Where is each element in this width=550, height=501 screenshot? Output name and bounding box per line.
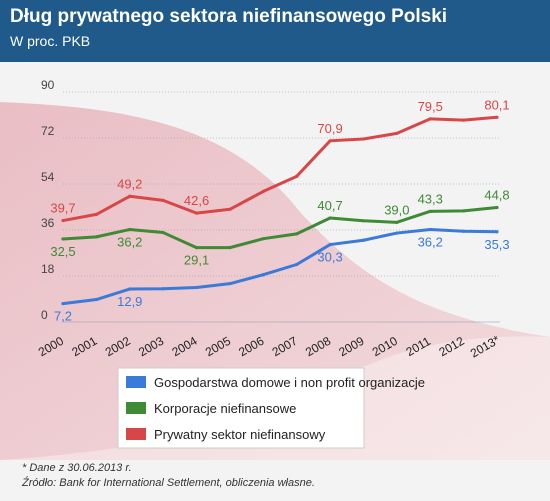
data-point xyxy=(395,220,399,224)
chart-title: Dług prywatnego sektora niefinansowego P… xyxy=(10,6,448,27)
data-point xyxy=(94,212,98,217)
data-point xyxy=(428,227,432,232)
legend-swatch xyxy=(126,428,146,440)
data-label: 29,1 xyxy=(184,253,209,268)
data-label: 36,2 xyxy=(418,234,443,249)
data-point xyxy=(228,282,232,286)
data-label: 44,8 xyxy=(484,188,509,203)
data-label: 70,9 xyxy=(317,121,342,136)
chart-subtitle: W proc. PKB xyxy=(10,33,91,49)
source-note: Źródło: Bank for International Settlemen… xyxy=(22,477,315,489)
data-point xyxy=(261,273,265,277)
data-point xyxy=(462,118,466,122)
data-point xyxy=(61,218,65,223)
data-point xyxy=(495,205,499,210)
data-point xyxy=(194,285,199,290)
data-point xyxy=(128,227,132,232)
series-line xyxy=(62,227,498,306)
data-point xyxy=(295,232,299,236)
series-group: 32,5 36,2 29,1 40,7 39,0 43,3 44,8 xyxy=(50,188,509,268)
data-point xyxy=(261,237,265,241)
data-point xyxy=(194,246,199,250)
data-point xyxy=(361,137,366,141)
y-tick-label: 36 xyxy=(41,216,55,230)
data-point xyxy=(328,242,332,247)
data-label: 7,2 xyxy=(54,309,72,324)
y-tick-label: 18 xyxy=(41,262,55,276)
y-tick-label: 90 xyxy=(41,78,55,92)
legend-box xyxy=(117,367,365,449)
data-point xyxy=(495,230,499,234)
legend-label: Prywatny sektor niefinansowy xyxy=(154,427,326,442)
data-point xyxy=(428,209,432,213)
background-highlight xyxy=(0,336,550,460)
data-label: 35,3 xyxy=(484,237,509,252)
y-tick-label: 0 xyxy=(41,308,48,322)
legend-label: Gospodarstwa domowe i non profit organiz… xyxy=(154,375,425,390)
data-label: 39,0 xyxy=(384,202,409,217)
legend-swatch xyxy=(126,376,146,388)
y-tick-label: 54 xyxy=(41,170,55,184)
series-line xyxy=(62,115,498,223)
header-bar: Dług prywatnego sektora niefinansowego P… xyxy=(0,0,550,62)
legend-swatch xyxy=(126,402,146,414)
data-point xyxy=(61,237,65,241)
data-point xyxy=(462,229,466,233)
data-point xyxy=(495,115,499,119)
data-label: 80,1 xyxy=(484,97,509,112)
series-group: 39,7 49,2 42,6 70,9 79,5 80,1 xyxy=(50,97,510,223)
data-point xyxy=(328,216,332,220)
data-point xyxy=(161,230,165,235)
data-label: 79,5 xyxy=(418,99,443,114)
data-label: 36,2 xyxy=(117,234,142,249)
data-point xyxy=(94,235,98,239)
data-point xyxy=(428,117,432,121)
data-point xyxy=(128,194,132,198)
data-label: 42,6 xyxy=(184,193,209,208)
line-chart: 0 18 36 54 72 90 7,2 12,9 30,3 36,2 35,3 32,5 36,2 2… xyxy=(0,78,550,460)
data-point xyxy=(194,211,199,215)
data-point xyxy=(395,131,399,135)
y-tick-label: 72 xyxy=(41,124,55,138)
data-label: 32,5 xyxy=(50,244,75,259)
data-point xyxy=(161,287,165,291)
data-point xyxy=(395,231,399,235)
data-label: 30,3 xyxy=(317,250,342,265)
data-point xyxy=(161,198,165,202)
footnote: * Dane z 30.06.2013 r. xyxy=(22,462,132,474)
data-point xyxy=(228,207,232,211)
data-point xyxy=(261,189,265,194)
data-label: 40,7 xyxy=(317,198,342,213)
data-point xyxy=(295,174,299,178)
data-point xyxy=(94,297,98,302)
data-point xyxy=(61,302,65,306)
legend-label: Korporacje niefinansowe xyxy=(154,401,296,416)
series-line xyxy=(62,206,498,250)
data-point xyxy=(462,209,466,213)
series-group: 7,2 12,9 30,3 36,2 35,3 xyxy=(54,227,510,324)
data-point xyxy=(361,238,366,242)
data-point xyxy=(228,246,232,250)
data-point xyxy=(361,219,366,223)
data-label: 12,9 xyxy=(117,294,142,309)
data-label: 49,2 xyxy=(117,176,142,191)
data-label: 39,7 xyxy=(50,201,75,216)
data-point xyxy=(328,139,332,143)
data-point xyxy=(295,262,299,267)
data-label: 43,3 xyxy=(418,191,443,206)
data-point xyxy=(128,287,132,291)
